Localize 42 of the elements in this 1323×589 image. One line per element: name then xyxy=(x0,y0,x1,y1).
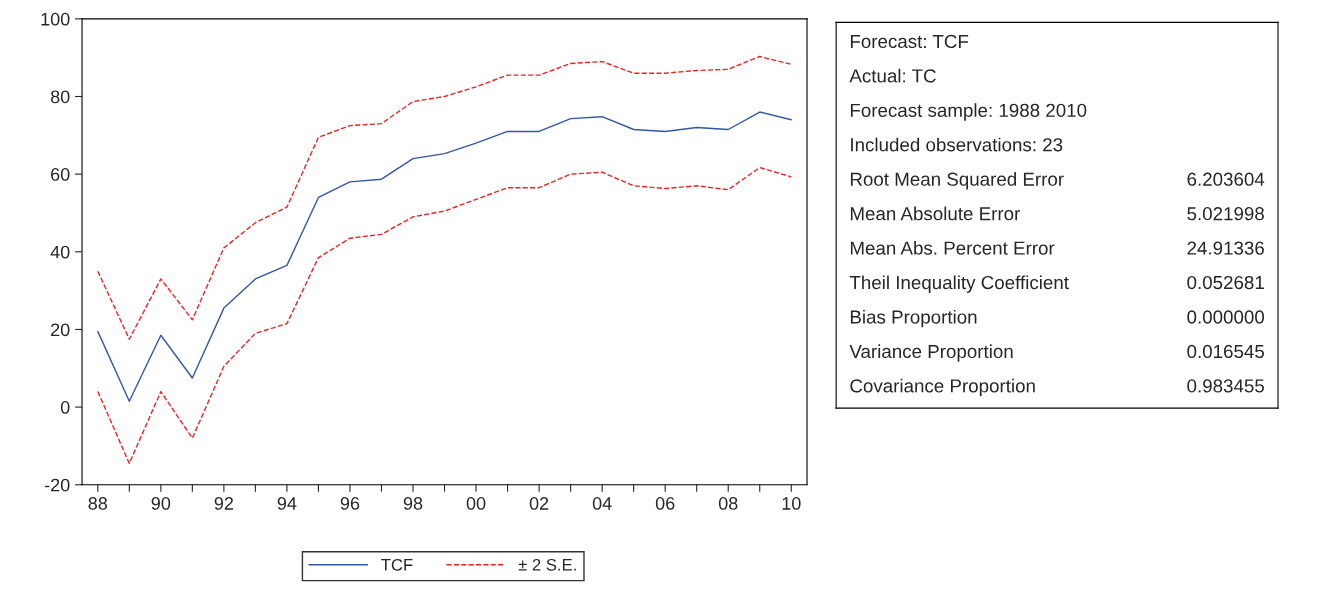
text: 24.91336 xyxy=(1187,241,1264,255)
category-label: Covariance Proportion xyxy=(850,378,1035,397)
x-tick-label: 04 xyxy=(592,497,612,510)
y-tick-label: 80 xyxy=(50,90,70,104)
category-label: Mean Absolute Error xyxy=(850,206,1020,221)
text: 0.016545 xyxy=(1187,344,1264,359)
category-label: Forecast: TCF xyxy=(850,34,969,49)
text: 0.000000 xyxy=(1187,310,1265,324)
y-tick-label: 60 xyxy=(51,168,70,181)
x-tick-label: 94 xyxy=(277,497,297,510)
category-label: Forecast sample: 1988 2010 xyxy=(850,103,1087,121)
x-tick-label: 98 xyxy=(403,497,423,510)
category-label: Root Mean Squared Error xyxy=(850,172,1064,190)
category-label: Bias Proportion xyxy=(850,309,977,328)
y-tick-label: 40 xyxy=(50,245,70,259)
category-label: Included observations: 23 xyxy=(851,137,1063,152)
category-label: Theil Inequality Coefficient xyxy=(849,275,1069,293)
text: 0.983455 xyxy=(1187,379,1264,393)
legend-label: TCF xyxy=(381,558,413,571)
category-label: Actual: TC xyxy=(849,68,936,83)
x-tick-label: 08 xyxy=(718,497,738,510)
legend-label: ± 2 S.E. xyxy=(518,558,576,571)
text: 5.021998 xyxy=(1187,207,1264,221)
x-tick-label: 10 xyxy=(782,497,801,510)
y-tick-label: 20 xyxy=(51,323,70,337)
x-tick-label: 92 xyxy=(214,497,234,510)
y-tick-label: -20 xyxy=(44,478,70,492)
x-tick-label: 02 xyxy=(529,497,549,510)
x-tick-label: 88 xyxy=(88,497,108,510)
line-series xyxy=(97,111,792,402)
line-series xyxy=(97,55,792,340)
line-series xyxy=(97,166,792,465)
category-label: Variance Proportion xyxy=(849,344,1013,362)
x-tick-label: 06 xyxy=(655,497,675,510)
x-tick-label: 96 xyxy=(340,497,360,510)
x-tick-label: 90 xyxy=(151,497,171,510)
text: 0.052681 xyxy=(1187,275,1264,290)
text: 6.203604 xyxy=(1187,172,1265,186)
y-tick-label: 100 xyxy=(41,12,70,26)
category-label: Mean Abs. Percent Error xyxy=(850,240,1055,255)
x-tick-label: 00 xyxy=(466,497,486,510)
y-tick-label: 0 xyxy=(60,401,70,414)
